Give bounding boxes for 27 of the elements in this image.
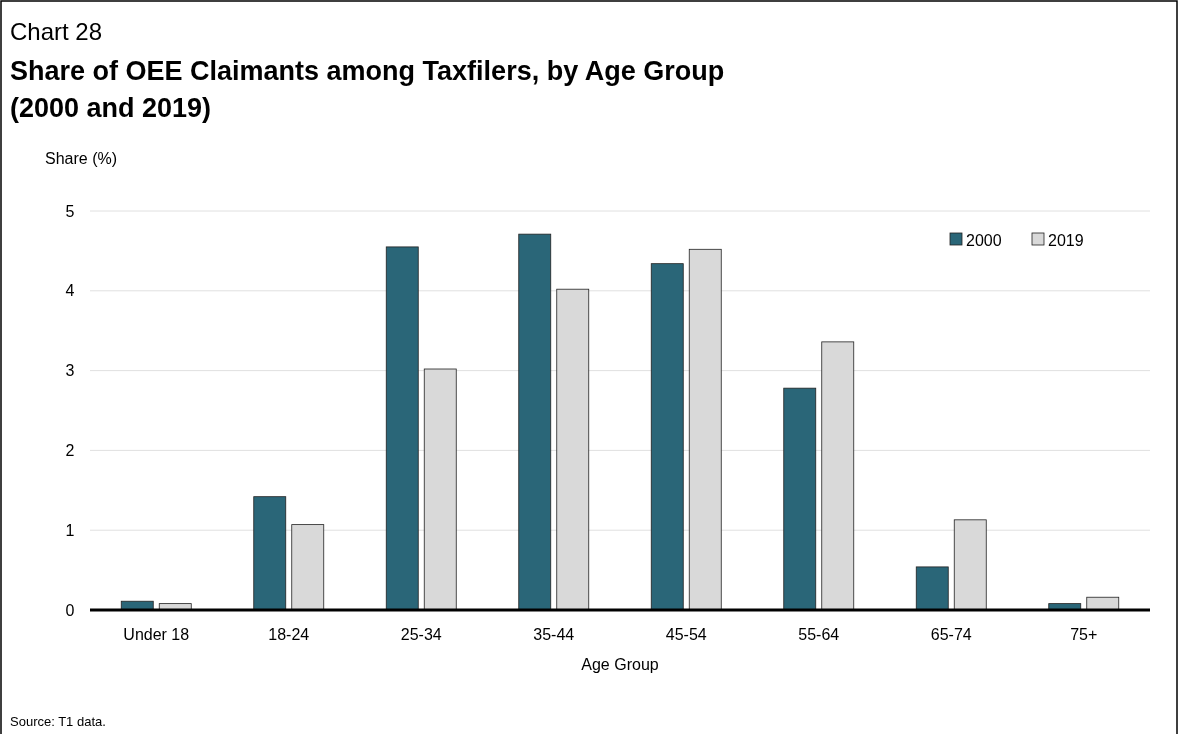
- x-tick-label: 25-34: [400, 626, 442, 643]
- bar: [650, 263, 684, 611]
- x-tick-label: 55-64: [798, 626, 840, 643]
- x-tick-label: 45-54: [665, 626, 707, 643]
- x-tick-label: 35-44: [533, 626, 575, 643]
- bar: [518, 233, 552, 611]
- chart-title: Share of OEE Claimants among Taxfilers, by Age Group (2000 and 2019): [10, 56, 725, 123]
- x-tick-label: 18-24: [268, 626, 310, 643]
- x-tick-label: 65-74: [930, 626, 972, 643]
- y-axis-title: Share (%): [45, 150, 118, 167]
- legend-label: 2019: [1048, 231, 1084, 249]
- x-axis-title: Age Group: [581, 656, 659, 673]
- x-tick-label: 75+: [1070, 626, 1098, 643]
- source-note: Source: T1 data.: [10, 714, 106, 729]
- y-tick-label: 4: [65, 282, 75, 300]
- y-tick-label: 5: [65, 202, 75, 220]
- chart-subtitle: Chart 28: [10, 18, 103, 45]
- bar: [915, 566, 949, 611]
- y-tick-label: 1: [65, 521, 75, 539]
- y-tick-label: 2: [65, 442, 75, 459]
- legend-label: 2000: [966, 231, 1002, 249]
- x-tick-label: Under 18: [123, 626, 190, 643]
- bar: [253, 496, 287, 611]
- bar: [385, 246, 419, 611]
- y-tick-label: 3: [65, 362, 75, 380]
- bar: [783, 387, 817, 611]
- y-tick-label: 0: [65, 601, 75, 619]
